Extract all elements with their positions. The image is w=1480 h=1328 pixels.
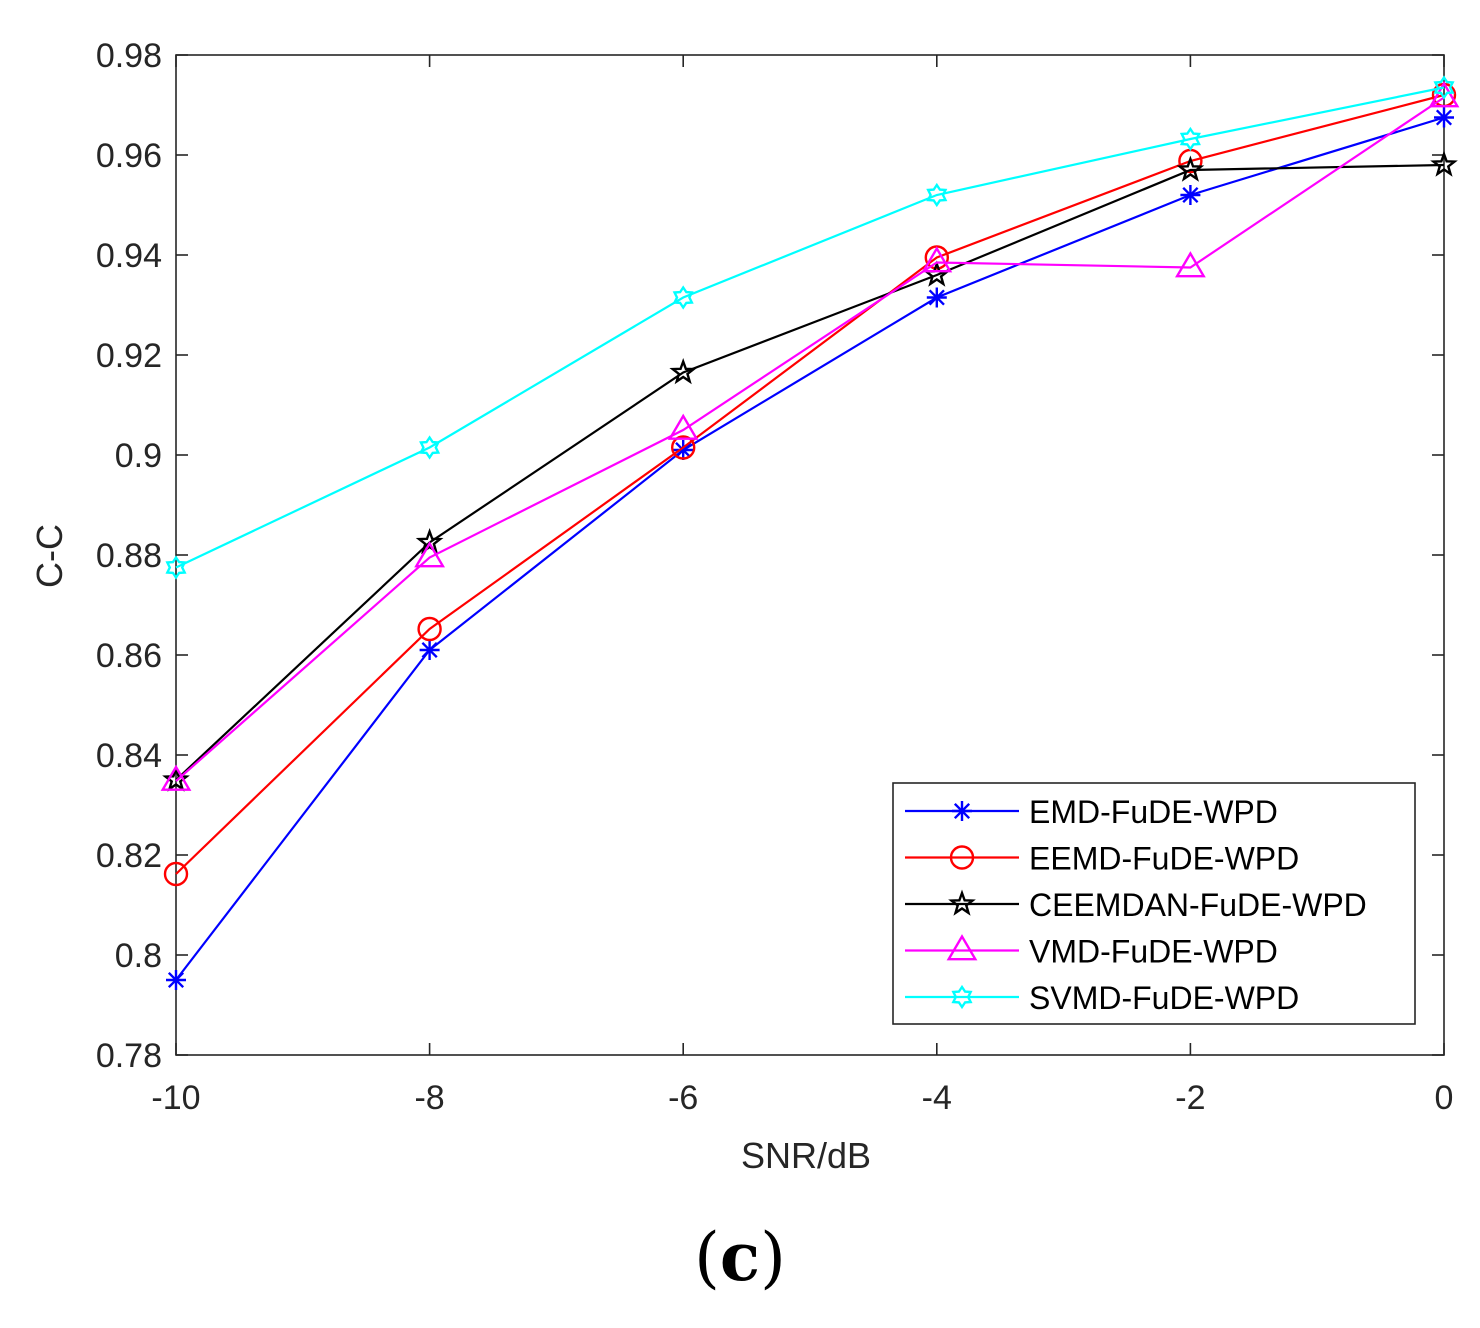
data-point-marker	[415, 527, 444, 555]
data-point-marker	[166, 970, 186, 990]
legend-label: SVMD-FuDE-WPD	[1029, 980, 1299, 1016]
caption-letter: c	[719, 1218, 761, 1296]
asterisk-stroke	[1182, 186, 1199, 204]
data-point-marker	[414, 541, 445, 568]
data-point-marker	[419, 435, 441, 460]
data-point-marker	[921, 246, 953, 273]
x-tick-label: -2	[1175, 1079, 1205, 1117]
y-tick-label: 0.78	[96, 1037, 162, 1075]
legend-item: EMD-FuDE-WPD	[905, 794, 1278, 830]
legend-item: SVMD-FuDE-WPD	[905, 980, 1299, 1016]
data-point-marker	[1175, 251, 1206, 278]
legend-label: EMD-FuDE-WPD	[1029, 794, 1278, 830]
x-tick-label: 0	[1435, 1079, 1454, 1117]
data-point-marker	[1434, 107, 1454, 128]
y-tick-label: 0.96	[96, 137, 162, 175]
x-tick-label: -4	[922, 1079, 952, 1117]
y-axis: 0.78 0.8 0.82 0.84 0.86 0.88 0.9 0.92 0.94 0.96 0.…	[96, 37, 1444, 1075]
data-point-marker	[926, 182, 948, 208]
legend-swatch-marker	[952, 801, 972, 821]
y-tick-label: 0.88	[96, 537, 162, 575]
y-tick-label: 0.92	[96, 337, 162, 375]
caption-open: (	[694, 1219, 720, 1296]
series-EMD-FuDE-WPD	[166, 107, 1454, 990]
y-tick-label: 0.8	[115, 937, 162, 975]
legend-label: CEEMDAN-FuDE-WPD	[1029, 887, 1367, 923]
asterisk-stroke	[167, 971, 185, 989]
x-tick-label: -10	[151, 1079, 200, 1117]
data-point-marker	[165, 555, 187, 580]
data-point-marker	[417, 616, 442, 642]
data-point-marker	[1176, 155, 1205, 182]
legend-item: CEEMDAN-FuDE-WPD	[905, 887, 1367, 923]
legend: EMD-FuDE-WPD EEMD-FuDE-WPD CEEMDAN-FuDE-WP…	[892, 782, 1416, 1025]
asterisk-stroke	[928, 289, 945, 306]
legend-item: EEMD-FuDE-WPD	[905, 841, 1299, 877]
asterisk-stroke	[1435, 109, 1453, 126]
x-axis-label: SNR/dB	[741, 1135, 871, 1176]
data-point-marker	[1430, 150, 1458, 177]
data-point-marker	[1428, 81, 1460, 108]
asterisk-stroke	[421, 641, 438, 659]
data-point-marker	[669, 357, 698, 385]
y-tick-label: 0.84	[96, 737, 162, 775]
data-point-marker	[926, 287, 947, 308]
data-point-marker	[1180, 185, 1201, 205]
legend-swatch-marker	[948, 889, 976, 916]
series-line	[175, 96, 1445, 782]
series-line	[175, 116, 1445, 981]
y-axis-label: C-C	[29, 524, 70, 588]
caption-close: )	[760, 1219, 786, 1296]
x-tick-label: -6	[668, 1079, 698, 1117]
data-point-marker	[1433, 75, 1455, 100]
y-tick-label: 0.86	[96, 637, 162, 675]
x-axis: -10 -8 -6 -4 -2 0	[151, 55, 1453, 1117]
data-point-marker	[160, 764, 192, 791]
series-line	[175, 163, 1445, 781]
asterisk-stroke	[953, 802, 971, 820]
series-EEMD-FuDE-WPD	[163, 82, 1457, 887]
data-point-marker	[1179, 126, 1201, 152]
data-point-marker	[667, 413, 699, 440]
legend-swatch-marker	[951, 984, 973, 1010]
series-SVMD-FuDE-WPD	[165, 75, 1455, 580]
y-tick-label: 0.98	[96, 37, 162, 75]
series-line	[175, 93, 1445, 875]
line-chart: 0.78 0.8 0.82 0.84 0.86 0.88 0.9 0.92 0.94 0.96 0.…	[29, 37, 1460, 1176]
data-point-marker	[672, 285, 694, 310]
y-tick-label: 0.9	[115, 437, 162, 475]
y-tick-label: 0.82	[96, 837, 162, 875]
figure-caption: (c)	[0, 1218, 1480, 1296]
series-line	[175, 86, 1445, 569]
legend-swatch-marker	[946, 934, 978, 961]
legend-label: EEMD-FuDE-WPD	[1029, 841, 1299, 877]
legend-swatch-marker	[949, 845, 975, 870]
legend-label: VMD-FuDE-WPD	[1029, 934, 1278, 970]
series-layer	[160, 75, 1460, 990]
data-point-marker	[419, 640, 440, 660]
data-point-marker	[671, 435, 696, 460]
series-VMD-FuDE-WPD	[160, 81, 1460, 791]
x-tick-label: -8	[414, 1079, 444, 1117]
data-point-marker	[162, 765, 190, 792]
data-point-marker	[163, 861, 189, 887]
legend-item: VMD-FuDE-WPD	[905, 934, 1278, 970]
y-tick-label: 0.94	[96, 237, 162, 275]
